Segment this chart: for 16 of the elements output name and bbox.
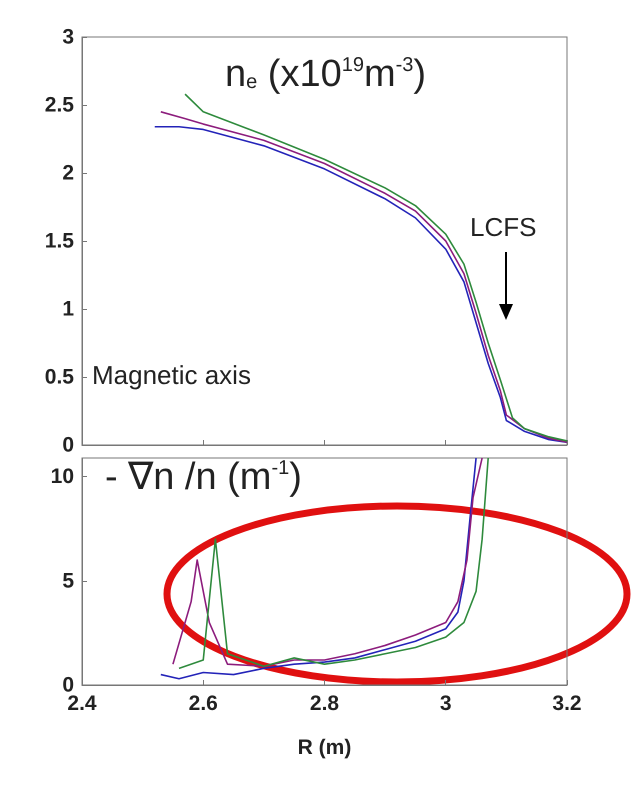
y-tick-label: 2.5 [44,94,74,116]
y-tick-label: 0.5 [44,366,74,388]
x-tick-label: 3.2 [552,692,582,715]
y-tick-label: 1.5 [44,230,74,252]
y-tick-label: 5 [62,569,74,592]
y-tick-label: 3 [62,26,74,48]
x-tick-label: 2.6 [188,692,218,715]
x-tick-label: 2.8 [310,692,340,715]
x-axis-title: R (m) [298,736,352,759]
y-tick-label: 10 [50,465,74,488]
y-tick-label: 2 [62,162,74,184]
y-tick-label: 0 [62,434,74,456]
y-tick-label: 1 [62,298,74,320]
annotation: Magnetic axis [92,360,251,390]
x-tick-label: 3 [440,692,452,715]
annotation: LCFS [470,212,536,242]
